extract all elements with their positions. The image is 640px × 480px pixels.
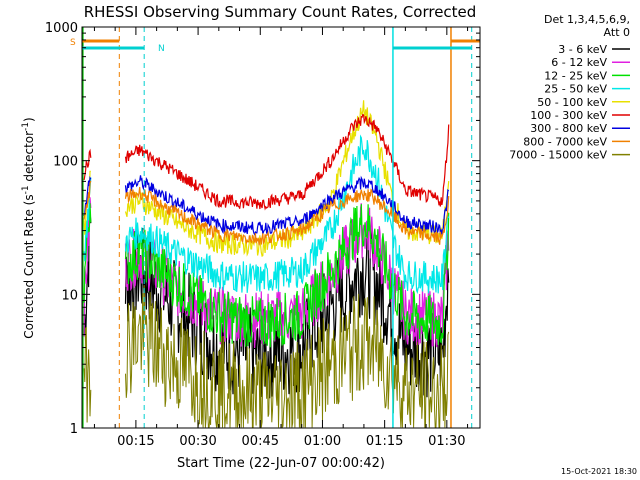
- x-tick-label: 00:30: [179, 434, 216, 449]
- marker-layer: [82, 27, 480, 428]
- y-tick-label: 100: [53, 155, 78, 170]
- flag-label: S: [70, 38, 76, 48]
- x-tick-label: 00:45: [242, 434, 279, 449]
- series-line-4: [124, 100, 450, 258]
- legend-label-6: 300 - 800 keV: [530, 122, 607, 135]
- series-layer: [83, 100, 450, 428]
- x-axis-label: Start Time (22-Jun-07 00:00:42): [177, 456, 385, 471]
- legend-label-2: 12 - 25 keV: [544, 69, 607, 82]
- y-axis-label: Corrected Count Rate (s-1 detector-1): [21, 117, 36, 338]
- y-tick-label: 10: [61, 288, 78, 303]
- series-line-8: [83, 326, 92, 423]
- y-tick-label: 1000: [45, 21, 78, 36]
- legend-label-1: 6 - 12 keV: [551, 56, 607, 69]
- legend-label-7: 800 - 7000 keV: [523, 135, 607, 148]
- series-line-3: [124, 134, 450, 295]
- footer-date: 15-Oct-2021 18:30: [561, 467, 637, 476]
- legend-label-8: 7000 - 15000 keV: [509, 149, 607, 162]
- x-tick-label: 01:30: [428, 434, 465, 449]
- legend-label-4: 50 - 100 keV: [537, 96, 607, 109]
- legend-label-3: 25 - 50 keV: [544, 83, 607, 96]
- series-line-6: [124, 175, 450, 237]
- x-tick-label: 01:15: [366, 434, 403, 449]
- series-line-5: [124, 113, 450, 211]
- y-axis: 1 10 100 1000: [45, 21, 480, 437]
- series-line-0: [124, 227, 450, 399]
- series-line-2: [124, 204, 450, 348]
- series-line-6: [83, 176, 92, 217]
- series-line-8: [125, 285, 450, 428]
- series-line-7: [124, 186, 450, 246]
- y-tick-label: 1: [70, 422, 78, 437]
- x-axis: 00:15 00:30 00:45 01:00 01:15 01:30: [93, 27, 469, 449]
- legend-label-0: 3 - 6 keV: [558, 43, 607, 56]
- flag-label: N: [158, 44, 165, 54]
- x-tick-label: 01:00: [304, 434, 341, 449]
- legend-header-line1: Det 1,3,4,5,6,9,: [544, 13, 630, 26]
- legend-label-5: 100 - 300 keV: [530, 109, 607, 122]
- x-tick-label: 00:15: [117, 434, 154, 449]
- chart-title: RHESSI Observing Summary Count Rates, Co…: [84, 3, 477, 21]
- legend-header-line2: Att 0: [604, 26, 630, 39]
